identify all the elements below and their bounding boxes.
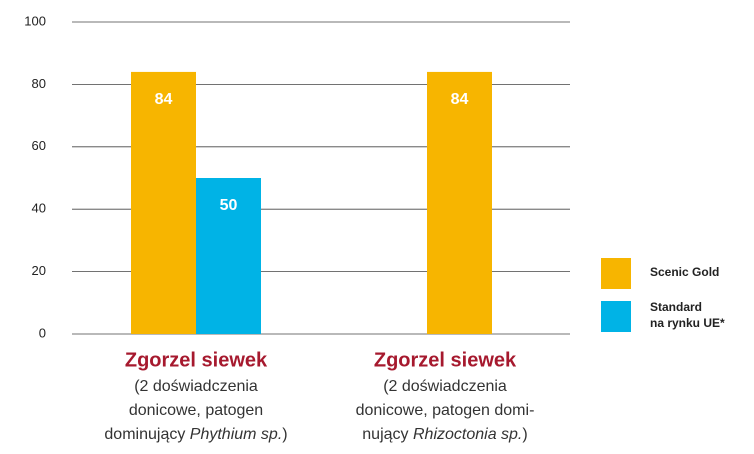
bar — [131, 71, 196, 335]
legend-line: Standard — [650, 300, 705, 314]
note-part: ) — [522, 426, 527, 443]
y-tick-label: 60 — [32, 138, 46, 153]
legend-label: Standard na rynku UE* — [650, 300, 725, 330]
note-part: Rhizoctonia sp. — [413, 426, 522, 443]
note-part: nujący — [362, 426, 413, 443]
category-note: donicowe, patogen domi- — [356, 402, 535, 419]
category-note: (2 doświadczenia — [383, 378, 507, 395]
y-tick-label: 100 — [24, 13, 46, 28]
category-note: dominujący Phythium sp.) — [104, 426, 287, 443]
y-tick-label: 0 — [39, 325, 46, 340]
category-note: nujący Rhizoctonia sp.) — [362, 426, 527, 443]
y-tick-label: 20 — [32, 263, 46, 278]
note-part: (2 doświadczenia — [134, 378, 258, 395]
category-note: donicowe, patogen — [129, 402, 263, 419]
category-label: Zgorzel siewek — [374, 349, 517, 371]
value-label: 84 — [155, 91, 173, 108]
bar — [427, 71, 492, 335]
legend-line: na rynku UE* — [650, 316, 725, 330]
note-part: ) — [282, 426, 287, 443]
note-part: dominujący — [104, 426, 189, 443]
note-part: (2 doświadczenia — [383, 378, 507, 395]
y-tick-label: 80 — [32, 76, 46, 91]
note-part: donicowe, patogen — [129, 402, 263, 419]
value-label: 50 — [220, 197, 238, 214]
note-part: Phythium sp. — [190, 426, 282, 443]
note-part: donicowe, patogen domi- — [356, 402, 535, 419]
bar — [196, 178, 261, 334]
legend-swatch — [601, 301, 631, 332]
legend-swatch — [601, 258, 631, 289]
category-note: (2 doświadczenia — [134, 378, 258, 395]
value-label: 84 — [451, 91, 469, 108]
category-label: Zgorzel siewek — [125, 349, 268, 371]
y-tick-label: 40 — [32, 201, 46, 216]
legend-label: Scenic Gold — [650, 265, 719, 279]
